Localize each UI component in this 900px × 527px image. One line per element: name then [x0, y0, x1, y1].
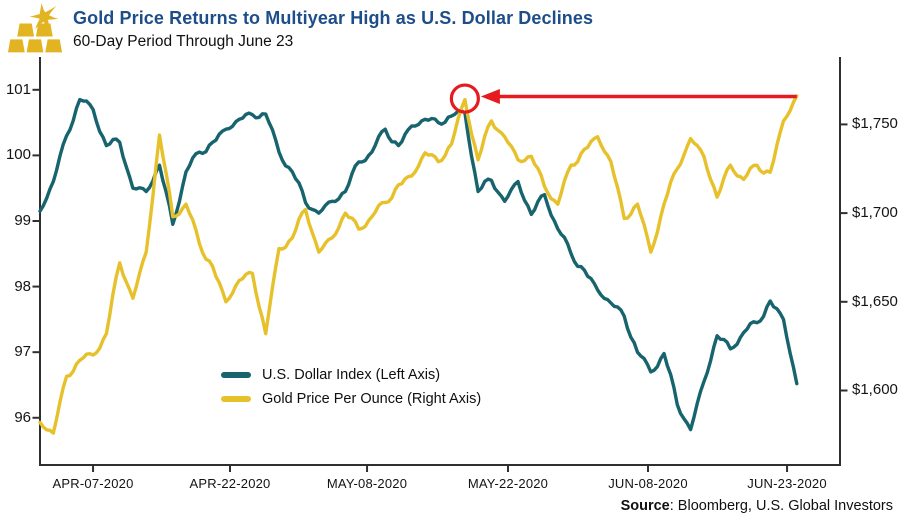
page-title: Gold Price Returns to Multiyear High as …	[73, 8, 594, 28]
left-axis-tick-label: 101	[5, 80, 31, 98]
left-axis-tick-label: 98	[14, 277, 31, 295]
left-axis-tick-label: 100	[5, 146, 31, 164]
source-text: : Bloomberg, U.S. Global Investors	[669, 498, 893, 514]
gold-bars-with-sparkle-icon	[6, 2, 64, 58]
usd-index-line-swatch-icon	[221, 372, 251, 378]
x-axis-tick-label: APR-22-2020	[189, 476, 271, 491]
right-axis-tick-label: $1,650	[852, 292, 898, 310]
legend-label-gold: Gold Price Per Ounce (Right Axis)	[262, 391, 482, 407]
legend-row-gold: Gold Price Per Ounce (Right Axis)	[221, 390, 481, 408]
left-axis-tick-label: 97	[14, 343, 31, 361]
gold-price-line-swatch-icon	[221, 396, 251, 402]
left-axis-tick-label: 96	[14, 408, 31, 426]
x-axis-tick-label: JUN-08-2020	[608, 476, 688, 491]
source-label: Source	[620, 498, 670, 514]
page-subtitle: 60-Day Period Through June 23	[73, 33, 294, 50]
source-attribution: Source: Bloomberg, U.S. Global Investors	[621, 498, 893, 514]
legend-label-usd: U.S. Dollar Index (Left Axis)	[262, 367, 441, 383]
x-axis-tick-label: JUN-23-2020	[747, 476, 827, 491]
x-axis-tick-label: MAY-08-2020	[326, 476, 408, 491]
x-axis-tick-label: APR-07-2020	[52, 476, 134, 491]
right-axis-tick-label: $1,600	[852, 381, 898, 399]
chart-legend: U.S. Dollar Index (Left Axis) Gold Price…	[221, 366, 481, 414]
arrowhead-icon	[480, 89, 500, 105]
left-axis-tick-label: 99	[14, 211, 31, 229]
right-axis-tick-label: $1,700	[852, 204, 898, 222]
legend-row-usd: U.S. Dollar Index (Left Axis)	[221, 366, 481, 384]
x-axis-tick-label: MAY-22-2020	[467, 476, 549, 491]
right-axis-tick-label: $1,750	[852, 115, 898, 133]
